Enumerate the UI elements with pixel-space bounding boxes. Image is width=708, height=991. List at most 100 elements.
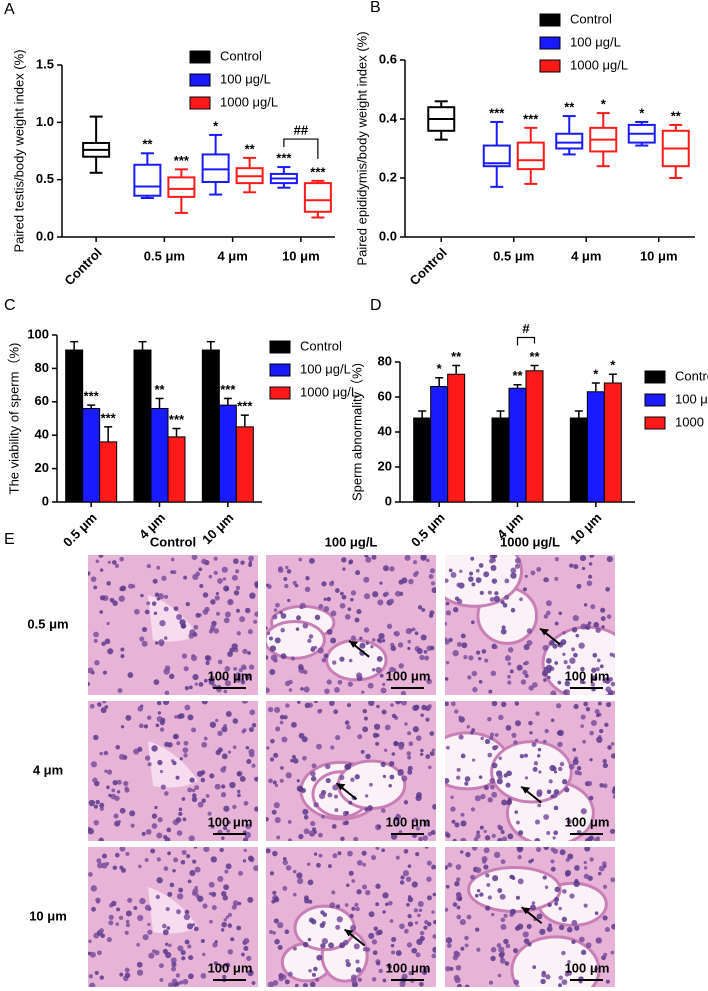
nucleus <box>304 898 310 904</box>
nucleus <box>373 926 378 931</box>
nucleus <box>203 678 208 683</box>
nucleus <box>175 775 180 780</box>
nucleus <box>302 622 309 629</box>
nucleus <box>419 935 425 942</box>
nucleus <box>210 624 216 630</box>
arrow-head <box>349 640 359 648</box>
nucleus <box>177 945 184 952</box>
tissue <box>266 847 436 987</box>
nucleus <box>548 923 552 928</box>
nucleus <box>350 924 357 931</box>
nucleus <box>200 777 206 783</box>
nucleus <box>248 555 254 562</box>
nucleus <box>274 706 281 714</box>
nucleus <box>301 736 308 743</box>
bracket-label: ## <box>294 122 309 137</box>
nucleus <box>225 962 231 968</box>
nucleus <box>496 943 502 948</box>
nucleus <box>470 731 474 735</box>
nucleus <box>220 767 226 773</box>
nucleus <box>330 610 337 617</box>
nucleus <box>119 972 124 977</box>
nucleus <box>429 751 435 757</box>
nucleus <box>138 723 144 729</box>
nucleus <box>104 769 108 773</box>
nucleus <box>304 586 311 593</box>
nucleus <box>242 859 247 863</box>
nucleus <box>321 937 329 945</box>
nucleus <box>154 592 160 597</box>
nucleus <box>124 972 131 979</box>
nucleus <box>566 665 571 670</box>
nucleus <box>194 866 201 873</box>
nucleus <box>550 794 554 799</box>
nucleus <box>140 593 144 598</box>
nucleus <box>531 901 536 905</box>
nucleus <box>185 601 190 607</box>
nucleus <box>241 664 247 670</box>
nucleus <box>333 709 339 715</box>
nucleus <box>390 703 394 707</box>
nucleus <box>181 653 188 659</box>
legend-label: 1000 μg/L <box>300 384 358 399</box>
nucleus <box>485 873 490 878</box>
nucleus <box>445 701 449 707</box>
nucleus <box>313 852 318 856</box>
nucleus <box>182 747 189 753</box>
nucleus <box>247 896 254 903</box>
nucleus <box>536 913 543 920</box>
significance: *** <box>220 382 236 397</box>
nucleus <box>141 831 146 836</box>
nucleus <box>121 867 127 873</box>
nucleus <box>208 574 213 579</box>
nucleus <box>543 847 550 851</box>
nucleus <box>350 590 357 596</box>
nucleus <box>594 709 600 715</box>
nucleus <box>520 679 527 685</box>
nucleus <box>311 827 317 832</box>
nucleus <box>102 670 107 675</box>
nucleus <box>376 733 380 738</box>
y-tick-label: 80 <box>378 353 392 368</box>
nucleus <box>387 964 392 970</box>
nucleus <box>307 879 314 886</box>
nucleus <box>554 557 559 562</box>
nucleus <box>267 706 274 713</box>
nucleus <box>571 919 578 926</box>
y-tick-label: 0.2 <box>379 169 397 184</box>
nucleus <box>357 977 363 983</box>
nucleus <box>182 817 187 822</box>
nucleus <box>386 623 393 629</box>
nucleus <box>510 607 516 613</box>
nucleus <box>545 657 552 664</box>
nucleus <box>209 721 217 728</box>
nucleus <box>99 806 104 811</box>
row-label: 10 μm <box>29 908 67 923</box>
nucleus <box>586 580 593 587</box>
nucleus <box>513 740 518 745</box>
nucleus <box>235 585 241 591</box>
nucleus <box>554 886 560 893</box>
nucleus <box>610 742 615 746</box>
nucleus <box>546 830 551 835</box>
nucleus <box>156 877 163 884</box>
nucleus <box>210 599 216 605</box>
nucleus <box>215 749 221 756</box>
nucleus <box>95 899 101 904</box>
nucleus <box>611 788 615 795</box>
nucleus <box>324 688 330 695</box>
nucleus <box>594 911 599 916</box>
nucleus <box>251 981 256 985</box>
legend-swatch <box>269 386 291 400</box>
nucleus <box>329 701 335 706</box>
nucleus <box>450 806 456 812</box>
nucleus <box>432 934 436 939</box>
nucleus <box>596 713 600 718</box>
nucleus <box>423 649 428 654</box>
nucleus <box>545 610 551 616</box>
y-tick-label: 100 <box>27 326 49 341</box>
nucleus <box>562 652 566 656</box>
nucleus <box>325 763 331 770</box>
x-tick-label: 10 μm <box>567 510 604 547</box>
bracket-label: # <box>522 321 530 336</box>
